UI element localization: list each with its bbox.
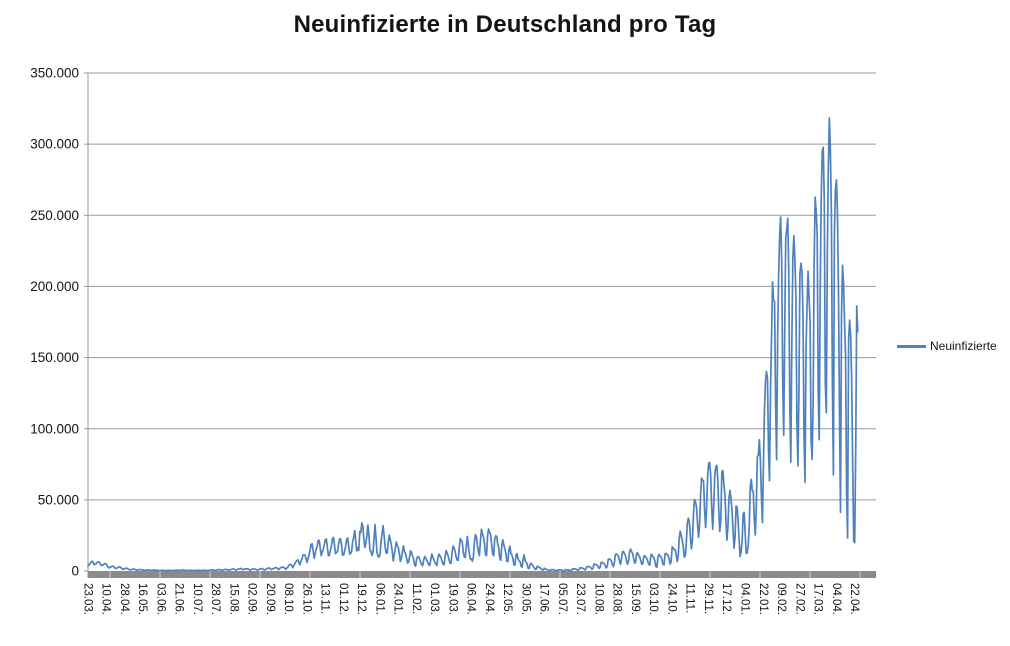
x-axis-label: 21.06. (173, 583, 185, 615)
x-axis-label: 28.04. (118, 583, 130, 615)
x-axis-label: 10.07. (191, 583, 203, 615)
y-axis-label: 150.000 (30, 350, 79, 365)
y-axis-label: 100.000 (30, 421, 79, 436)
x-axis-label: 01.03. (428, 583, 440, 615)
x-axis-label: 12.05. (501, 583, 513, 615)
x-axis-label: 24.10. (665, 583, 677, 615)
gridlines (88, 72, 876, 501)
y-axis (84, 72, 89, 578)
x-axis-label: 22.01. (757, 583, 769, 615)
y-axis-label: 350.000 (30, 66, 79, 81)
axis-band (88, 571, 876, 578)
legend: Neuinfizierte (897, 339, 997, 353)
x-axis-label: 17.03. (812, 583, 824, 615)
x-axis-labels: 23.03. 10.04. 28.04. 16.05. 03.06. 21.06. 10.0… (81, 583, 860, 615)
x-axis-label: 03.10. (647, 583, 659, 615)
legend-line-sample (897, 344, 926, 348)
y-axis-labels: 350.000 300.000 250.000 200.000 150.000 100.0… (30, 66, 79, 579)
x-axis-label: 29.11. (702, 583, 714, 614)
x-axis-label: 17.12. (720, 583, 732, 615)
x-axis-label: 13.11. (319, 583, 331, 614)
x-axis-label: 09.02. (775, 583, 787, 615)
legend-label: Neuinfizierte (930, 339, 997, 353)
x-axis-label: 27.02. (793, 583, 805, 615)
x-axis-label: 06.01. (373, 583, 385, 615)
x-axis-label: 10.08. (592, 583, 604, 615)
x-axis-label: 24.04. (483, 583, 495, 615)
x-axis-label: 11.02. (410, 583, 422, 614)
series-lines (87, 117, 859, 572)
x-axis-label: 04.01. (738, 583, 750, 615)
x-axis-label: 15.08. (227, 583, 239, 615)
x-axis-label: 08.10. (282, 583, 294, 615)
x-axis-label: 23.07. (574, 583, 586, 615)
x-axis-label: 22.04. (848, 583, 860, 615)
x-axis-label: 23.03. (81, 583, 93, 615)
series-line-neuinfizierte (87, 117, 859, 572)
x-axis-label: 11.11. (684, 583, 696, 613)
x-axis-label: 20.09. (264, 583, 276, 615)
x-axis-band (88, 571, 876, 578)
x-axis-label: 24.01. (392, 583, 404, 615)
x-axis-label: 19.03. (446, 583, 458, 615)
x-axis-label: 15.09. (629, 583, 641, 615)
y-axis-label: 0 (71, 564, 79, 579)
x-axis-label: 19.12. (355, 583, 367, 615)
x-axis-label: 30.05. (519, 583, 531, 615)
y-axis-label: 250.000 (30, 208, 79, 223)
y-axis-label: 200.000 (30, 279, 79, 294)
x-axis-label: 26.10. (300, 583, 312, 615)
x-axis-label: 10.04. (100, 583, 112, 615)
y-axis-label: 50.000 (38, 492, 79, 507)
x-axis-label: 06.04. (465, 583, 477, 615)
y-axis-label: 300.000 (30, 137, 79, 152)
x-axis-label: 05.07. (556, 583, 568, 615)
x-axis-label: 28.07. (209, 583, 221, 615)
x-axis-label: 02.09. (246, 583, 258, 615)
x-axis-label: 17.06. (538, 583, 550, 615)
x-axis-label: 28.08. (611, 583, 623, 615)
x-axis-label: 04.04. (830, 583, 842, 615)
chart-title: Neuinfizierte in Deutschland pro Tag (293, 11, 717, 38)
x-axis-label: 03.06. (154, 583, 166, 615)
x-axis-label: 16.05. (136, 583, 148, 615)
x-axis-label: 01.12. (337, 583, 349, 615)
